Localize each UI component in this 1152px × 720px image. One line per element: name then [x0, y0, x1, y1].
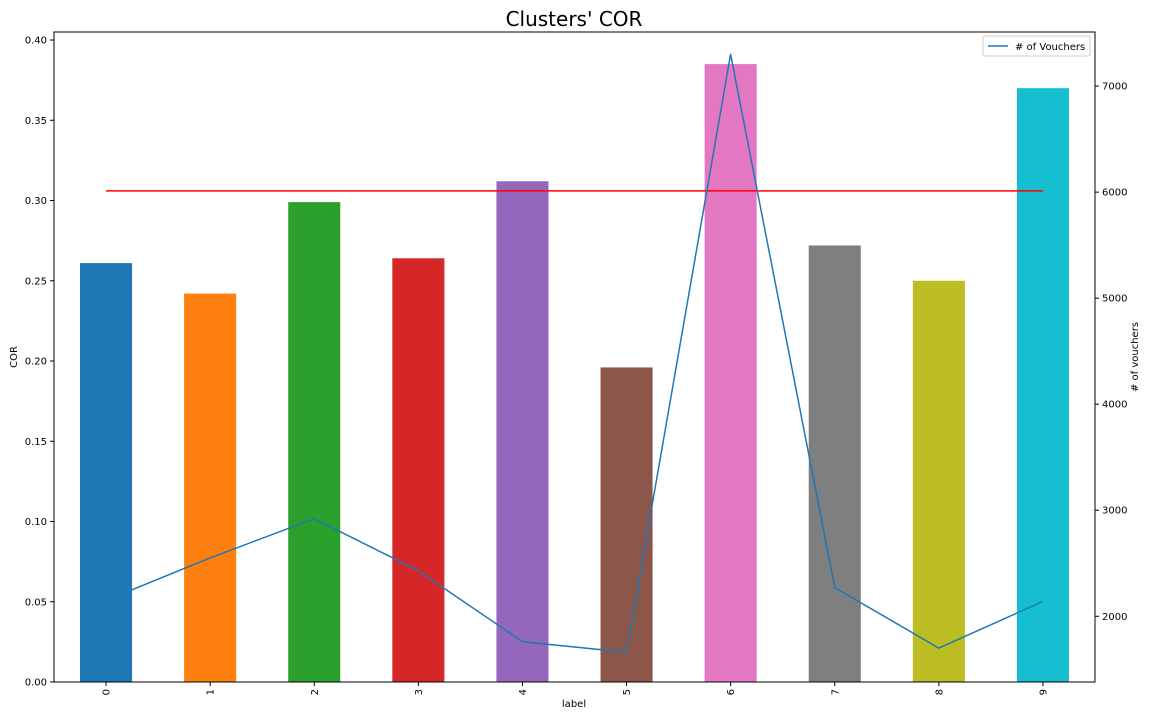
x-tick-label-9: 9 — [1038, 689, 1049, 695]
x-tick-label-8: 8 — [934, 689, 945, 695]
bar-2 — [288, 202, 340, 682]
left-y-tick-label: 0.40 — [25, 36, 47, 47]
bar-4 — [496, 181, 548, 682]
x-tick-label-2: 2 — [310, 689, 321, 695]
x-axis-label: label — [562, 699, 586, 710]
x-tick-label-6: 6 — [726, 689, 737, 695]
x-tick-label-4: 4 — [518, 689, 529, 695]
legend-label-vouchers: # of Vouchers — [1015, 42, 1085, 53]
chart-title: Clusters' COR — [506, 7, 643, 31]
x-tick-label-1: 1 — [206, 689, 217, 695]
left-y-tick-label: 0.20 — [25, 357, 47, 368]
right-y-tick-label: 6000 — [1102, 188, 1127, 199]
left-y-tick-label: 0.15 — [25, 437, 47, 448]
right-y-tick-label: 4000 — [1102, 400, 1127, 411]
x-tick-label-0: 0 — [102, 689, 113, 695]
left-y-tick-label: 0.00 — [25, 678, 47, 689]
left-y-tick-label: 0.35 — [25, 116, 47, 127]
right-y-tick-label: 2000 — [1102, 612, 1127, 623]
x-tick-label-7: 7 — [830, 689, 841, 695]
right-y-axis-label: # of vouchers — [1130, 322, 1141, 392]
bar-1 — [184, 294, 236, 682]
right-y-tick-label: 7000 — [1102, 82, 1127, 93]
bar-9 — [1017, 88, 1069, 682]
x-tick-label-5: 5 — [622, 689, 633, 695]
bar-7 — [809, 245, 861, 682]
left-y-tick-label: 0.05 — [25, 597, 47, 608]
x-tick-label-3: 3 — [414, 689, 425, 695]
left-y-tick-label: 0.25 — [25, 276, 47, 287]
bar-5 — [601, 367, 653, 682]
left-y-tick-label: 0.10 — [25, 517, 47, 528]
bar-0 — [80, 263, 132, 682]
bar-8 — [913, 281, 965, 682]
left-y-tick-label: 0.30 — [25, 196, 47, 207]
right-y-tick-label: 3000 — [1102, 506, 1127, 517]
y-axis-label: COR — [9, 346, 20, 368]
right-y-tick-label: 5000 — [1102, 294, 1127, 305]
bar-3 — [392, 258, 444, 682]
legend: # of Vouchers — [983, 36, 1090, 56]
